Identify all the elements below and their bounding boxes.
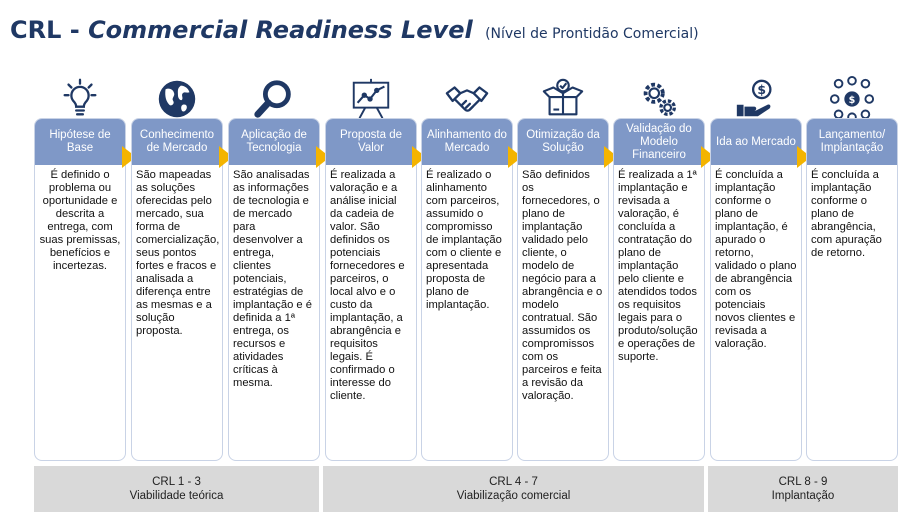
card-text: É realizado o alinhamento com parceiros,…	[426, 169, 502, 311]
card-text: São analisadas as informações de tecnolo…	[233, 169, 312, 389]
group-range: CRL 8 - 9	[778, 476, 828, 488]
card-text: É realizada a 1ª implantação e revisada …	[618, 169, 698, 363]
card-header: Hipótese de Base	[35, 119, 125, 165]
card-text: É concluída a implantação conforme o pla…	[715, 169, 797, 350]
card-header: Aplicação de Tecnologia	[229, 119, 319, 165]
card-header: Alinhamento do Mercado	[422, 119, 512, 165]
group-footer-2: CRL 4 - 7 Viabilização comercial	[323, 466, 704, 512]
open-box-icon	[517, 68, 609, 130]
card-text: São definidos os fornecedores, o plano d…	[522, 169, 603, 402]
level-card-5: Alinhamento do Mercado É realizado o ali…	[421, 118, 513, 461]
svg-text:$: $	[757, 82, 766, 97]
level-card-1: Hipótese de Base É definido o problema o…	[34, 118, 126, 461]
level-card-9: Lançamento/ Implantação É concluída a im…	[806, 118, 898, 461]
presentation-chart-icon	[325, 68, 417, 130]
level-card-3: Aplicação de Tecnologia São analisadas a…	[228, 118, 320, 461]
card-header: Proposta de Valor	[326, 119, 416, 165]
coins-network-icon: $	[806, 68, 898, 130]
handshake-icon	[421, 68, 513, 130]
level-card-2: Conhecimento de Mercado São mapeadas as …	[131, 118, 223, 461]
card-header: Otimização da Solução	[518, 119, 608, 165]
card-header: Lançamento/ Implantação	[807, 119, 897, 165]
group-label: Viabilização comercial	[456, 490, 571, 502]
title-prefix: CRL -	[10, 16, 89, 44]
card-header: Ida ao Mercado	[711, 119, 801, 165]
level-card-8: Ida ao Mercado É concluída a implantação…	[710, 118, 802, 461]
card-header: Conhecimento de Mercado	[132, 119, 222, 165]
group-footer-3: CRL 8 - 9 Implantação	[708, 466, 898, 512]
magnifier-icon	[228, 68, 320, 130]
lightbulb-icon	[34, 68, 126, 130]
globe-icon	[131, 68, 223, 130]
title-main: Commercial Readiness Level	[88, 16, 473, 44]
title-subtitle: (Nível de Prontidão Comercial)	[485, 26, 699, 42]
svg-text:$: $	[849, 95, 856, 106]
level-card-7: Validação do Modelo Financeiro É realiza…	[613, 118, 705, 461]
group-range: CRL 4 - 7	[489, 476, 538, 488]
group-footer-1: CRL 1 - 3 Viabilidade teórica	[34, 466, 319, 512]
page-title: CRL - Commercial Readiness Level (Nível …	[10, 16, 699, 44]
card-header: Validação do Modelo Financeiro	[614, 119, 704, 165]
card-text: É realizada a valoração e a análise inic…	[330, 169, 405, 402]
hand-coin-icon: $	[710, 68, 802, 130]
level-card-6: Otimização da Solução São definidos os f…	[517, 118, 609, 461]
group-range: CRL 1 - 3	[152, 476, 201, 488]
gears-icon	[613, 68, 705, 130]
group-label: Implantação	[771, 490, 835, 502]
card-text: É concluída a implantação conforme o pla…	[811, 169, 882, 259]
card-text: São mapeadas as soluções oferecidas pelo…	[136, 169, 220, 337]
level-card-4: Proposta de Valor É realizada a valoraçã…	[325, 118, 417, 461]
card-text: É definido o problema ou oportunidade e …	[39, 169, 121, 272]
group-label: Viabilidade teórica	[129, 490, 224, 502]
